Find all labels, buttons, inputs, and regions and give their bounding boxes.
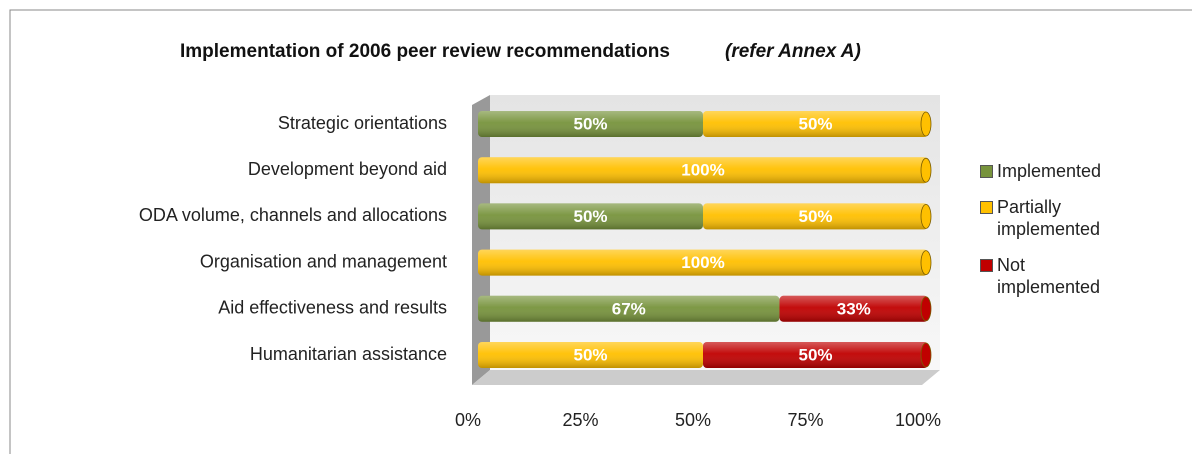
- bar-end-cap: [920, 250, 932, 276]
- value-label: 50%: [798, 114, 832, 133]
- floor: [472, 370, 940, 385]
- x-tick-label: 0%: [455, 410, 481, 430]
- back-wall: [490, 95, 940, 370]
- legend: Implemented Partially implemented Not impl…: [980, 160, 1130, 312]
- bar-shine: [478, 295, 780, 322]
- x-tick-label: 75%: [787, 410, 823, 430]
- bar-shine: [478, 111, 703, 137]
- value-label: 33%: [837, 299, 871, 318]
- value-label: 50%: [573, 345, 607, 364]
- bar-end-cap: [920, 157, 932, 183]
- category-label: Organisation and management: [200, 251, 447, 271]
- legend-item: Implemented: [980, 160, 1130, 182]
- x-tick-label: 25%: [562, 410, 598, 430]
- legend-item: Not implemented: [980, 254, 1130, 298]
- side-wall: [472, 95, 490, 385]
- chart-title: Implementation of 2006 peer review recom…: [180, 41, 670, 62]
- value-label: 50%: [573, 114, 607, 133]
- value-label: 50%: [798, 207, 832, 226]
- bar-shine: [779, 295, 928, 322]
- bar-end-cap: [920, 111, 932, 137]
- value-label: 50%: [573, 207, 607, 226]
- bar-end-cap: [920, 342, 932, 368]
- bar-shine: [703, 203, 928, 230]
- category-label: Aid effectiveness and results: [218, 298, 447, 318]
- value-label: 67%: [612, 299, 646, 318]
- bar-shine: [478, 203, 703, 230]
- legend-label: Partially implemented: [997, 197, 1101, 239]
- x-tick-label: 50%: [675, 410, 711, 430]
- legend-swatch: [980, 259, 993, 272]
- category-label: Humanitarian assistance: [250, 344, 447, 364]
- legend-item: Partially implemented: [980, 196, 1130, 240]
- value-label: 100%: [681, 253, 724, 272]
- chart-title-note: (refer Annex A): [725, 41, 861, 62]
- bar-end-cap: [920, 296, 932, 322]
- legend-label: Not implemented: [997, 255, 1101, 297]
- legend-swatch: [980, 201, 993, 214]
- bar-end-cap: [920, 203, 932, 229]
- bar-shine: [703, 111, 928, 137]
- legend-label: Implemented: [997, 161, 1102, 181]
- category-label: Development beyond aid: [248, 159, 447, 179]
- category-label: ODA volume, channels and allocations: [139, 205, 447, 225]
- bar-shine: [478, 249, 928, 276]
- category-label: Strategic orientations: [278, 113, 447, 133]
- value-label: 100%: [681, 161, 724, 180]
- value-label: 50%: [798, 345, 832, 364]
- bar-shine: [478, 342, 703, 368]
- bar-shine: [478, 157, 928, 184]
- bar-shine: [703, 342, 928, 368]
- legend-swatch: [980, 165, 993, 178]
- x-tick-label: 100%: [895, 410, 941, 430]
